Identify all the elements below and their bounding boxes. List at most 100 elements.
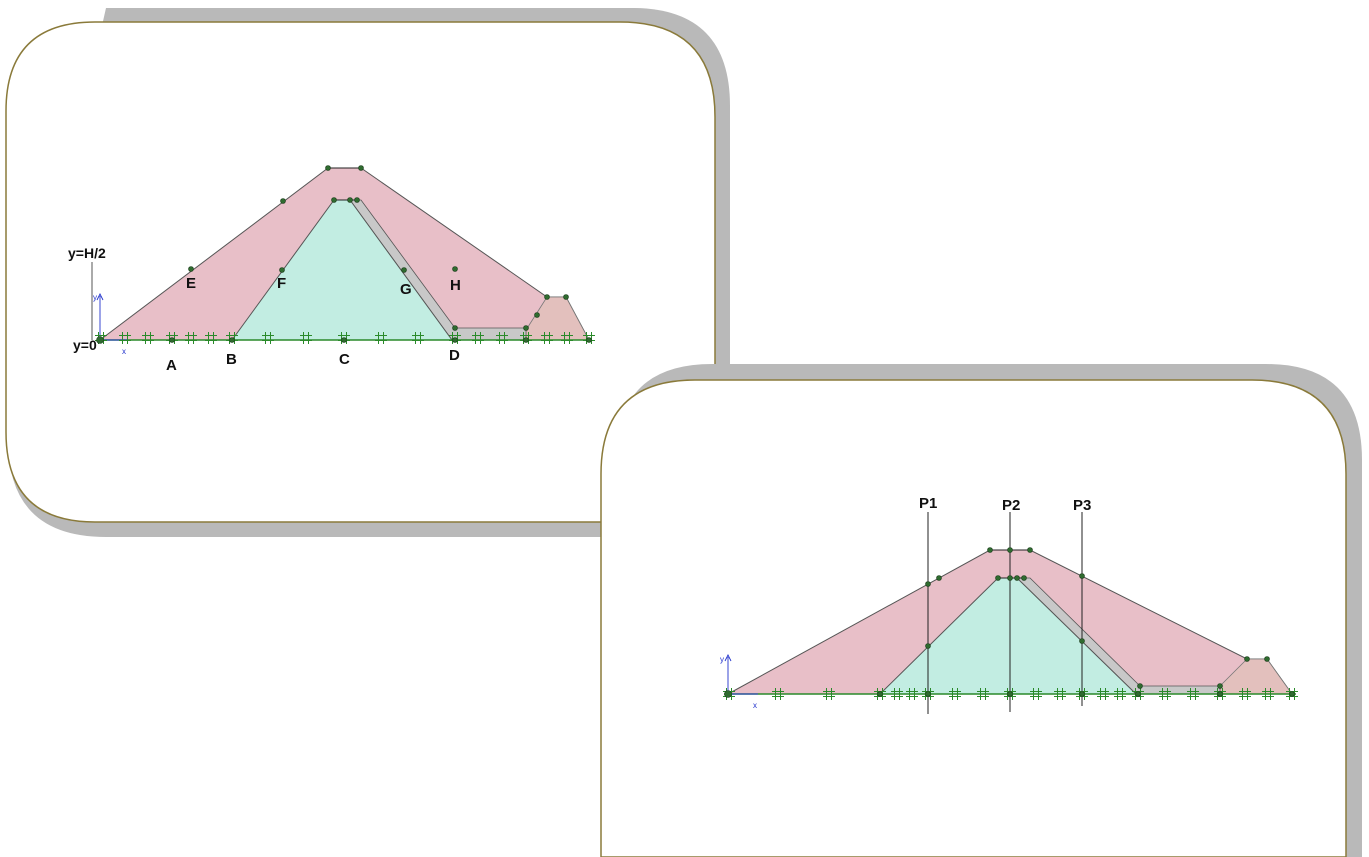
node — [925, 581, 931, 587]
mesh-marker-icon — [1187, 688, 1199, 700]
node — [341, 337, 347, 343]
node — [325, 165, 331, 171]
node — [331, 197, 337, 203]
node — [1137, 683, 1143, 689]
node — [1007, 575, 1013, 581]
node — [96, 336, 104, 344]
axis-label-y-right: y — [720, 655, 724, 664]
axis-label-y-left: y — [93, 293, 97, 302]
mesh-marker-icon — [472, 332, 484, 344]
mesh-marker-icon — [226, 332, 238, 344]
node — [1264, 656, 1270, 662]
panel-left: y x y — [5, 8, 730, 537]
node — [229, 337, 235, 343]
node — [544, 294, 550, 300]
panel-right: y x — [600, 364, 1362, 857]
node — [1079, 691, 1085, 697]
mesh-marker-icon — [166, 332, 178, 344]
section-label-p3: P3 — [1073, 497, 1091, 514]
mesh-marker-icon — [205, 332, 217, 344]
mesh-marker-icon — [1054, 688, 1066, 700]
mesh-marker-icon — [891, 688, 903, 700]
point-label-d: D — [449, 347, 460, 364]
mesh-marker-icon — [338, 332, 350, 344]
mesh-marker-icon — [541, 332, 553, 344]
node — [1079, 638, 1085, 644]
node — [877, 691, 883, 697]
node — [523, 337, 529, 343]
point-label-f: F — [277, 275, 286, 292]
level-label-zero: y=0 — [73, 337, 97, 353]
point-label-a: A — [166, 357, 177, 374]
mesh-marker-icon — [1097, 688, 1109, 700]
node — [280, 198, 286, 204]
point-label-g: G — [400, 281, 412, 298]
mesh-marker-icon — [1030, 688, 1042, 700]
point-label-e: E — [186, 275, 196, 292]
node — [586, 337, 592, 343]
mesh-marker-icon — [142, 332, 154, 344]
axis-label-x-left: x — [122, 347, 126, 356]
node — [523, 325, 529, 331]
node — [1007, 691, 1013, 697]
node — [401, 267, 407, 273]
node — [724, 690, 732, 698]
node — [936, 575, 942, 581]
node — [452, 266, 458, 272]
node — [354, 197, 360, 203]
node — [347, 197, 353, 203]
node — [1217, 683, 1223, 689]
mesh-marker-icon — [949, 688, 961, 700]
node — [188, 266, 194, 272]
mesh-marker-icon — [1239, 688, 1251, 700]
section-label-p2: P2 — [1002, 497, 1020, 514]
node — [1244, 656, 1250, 662]
node — [452, 325, 458, 331]
mesh-markers-left — [95, 332, 595, 344]
point-label-c: C — [339, 351, 350, 368]
mesh-marker-icon — [772, 688, 784, 700]
node — [1007, 547, 1013, 553]
axis-indicator-right — [724, 653, 758, 695]
mesh-marker-icon — [449, 332, 461, 344]
node — [452, 337, 458, 343]
mesh-marker-icon — [583, 332, 595, 344]
mesh-marker-icon — [300, 332, 312, 344]
mesh-marker-icon — [496, 332, 508, 344]
node — [358, 165, 364, 171]
mesh-marker-icon — [561, 332, 573, 344]
mesh-marker-icon — [906, 688, 918, 700]
mesh-marker-icon — [520, 332, 532, 344]
mesh-marker-icon — [375, 332, 387, 344]
node — [1135, 691, 1141, 697]
node — [925, 643, 931, 649]
node — [1217, 691, 1223, 697]
node — [1289, 691, 1295, 697]
mesh-marker-icon — [412, 332, 424, 344]
level-label-half-height: y=H/2 — [68, 245, 106, 261]
nodes-right — [724, 547, 1295, 698]
node — [169, 337, 175, 343]
point-label-h: H — [450, 277, 461, 294]
node — [925, 691, 931, 697]
mesh-marker-icon — [262, 332, 274, 344]
mesh-marker-icon — [823, 688, 835, 700]
nodes-left — [96, 165, 592, 344]
node — [563, 294, 569, 300]
node — [1027, 547, 1033, 553]
section-label-p1: P1 — [919, 495, 937, 512]
mesh-marker-icon — [1159, 688, 1171, 700]
node — [995, 575, 1001, 581]
mesh-marker-icon — [1114, 688, 1126, 700]
node — [1014, 575, 1020, 581]
node — [1021, 575, 1027, 581]
point-label-b: B — [226, 351, 237, 368]
node — [1079, 573, 1085, 579]
node — [534, 312, 540, 318]
node — [987, 547, 993, 553]
axis-label-x-right: x — [753, 701, 757, 710]
mesh-marker-icon — [977, 688, 989, 700]
mesh-marker-icon — [185, 332, 197, 344]
mesh-marker-icon — [1262, 688, 1274, 700]
